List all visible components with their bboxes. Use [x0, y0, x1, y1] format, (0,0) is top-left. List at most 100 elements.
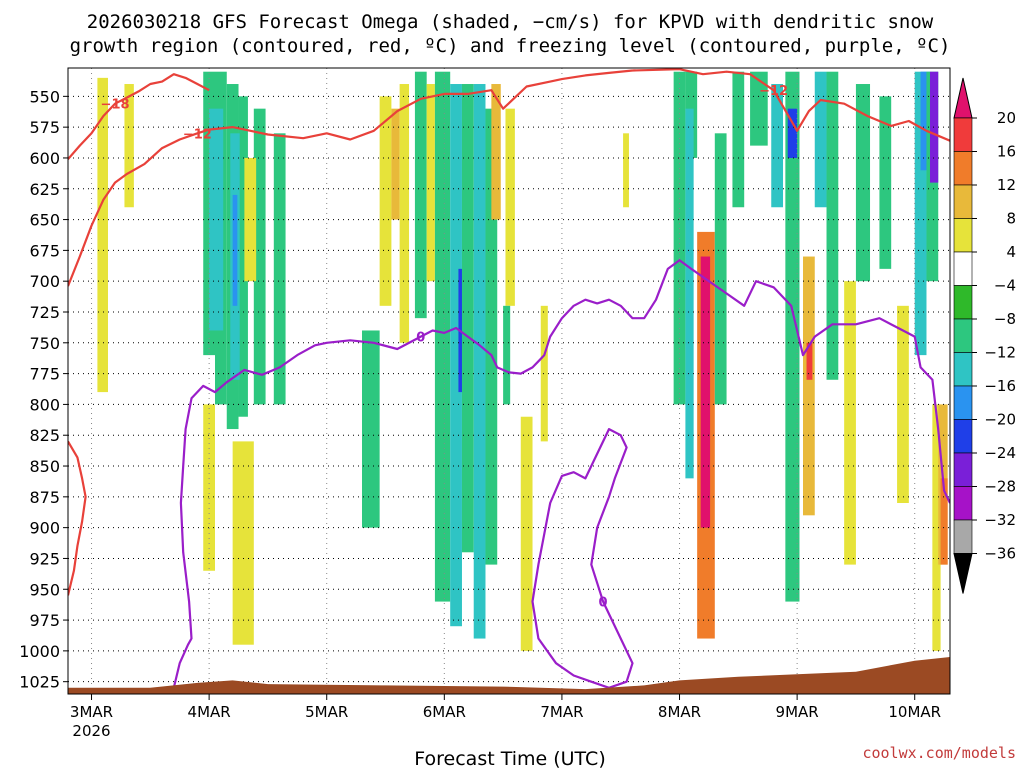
omega-cell-15	[391, 108, 400, 220]
omega-cell-16	[399, 84, 410, 343]
y-tick-label-750: 750	[29, 334, 60, 353]
omega-cell-6	[209, 108, 224, 331]
omega-cell-14	[379, 96, 392, 306]
colorbar-swatch-5	[953, 251, 973, 286]
freezing-contour-label-0: 0	[416, 331, 425, 346]
gridlines	[68, 68, 950, 694]
omega-cell-9	[253, 108, 266, 405]
colorbar-swatch-6	[953, 285, 973, 320]
omega-cell-46	[826, 71, 839, 380]
omega-cell-45	[814, 71, 827, 208]
omega-cell-38	[732, 71, 745, 208]
colorbar-swatch-7	[953, 318, 973, 353]
y-tick-label-1025: 1025	[19, 673, 60, 692]
x-tick-label-3MAR: 3MAR	[70, 703, 113, 721]
x-tick-label-6MAR: 6MAR	[423, 703, 466, 721]
omega-cell-30	[540, 305, 548, 442]
omega-cell-28	[503, 305, 511, 405]
colorbar: 20 16 12 8 4 −4 −8 −12 −16 −20 −24 −28 −32 −36	[953, 77, 1016, 594]
omega-cell-54	[930, 71, 939, 183]
omega-cell-8	[232, 194, 238, 306]
colorbar-label-0: 20	[997, 109, 1016, 127]
omega-cell-20	[450, 84, 462, 627]
omega-cell-43	[803, 256, 815, 516]
dgz-contour-3	[68, 440, 87, 596]
x-tick-label-8MAR: 8MAR	[658, 703, 701, 721]
colorbar-swatch-4	[953, 218, 973, 253]
y-tick-label-575: 575	[29, 118, 60, 137]
omega-cell-31	[623, 133, 629, 208]
chart-title-line-1: 2026030218 GFS Forecast Omega (shaded, −…	[87, 11, 934, 33]
y-tick-label-725: 725	[29, 303, 60, 322]
dgz-contour-label-1: −12	[183, 127, 212, 142]
omega-cell-44	[806, 342, 813, 380]
omega-cell-24	[485, 108, 498, 565]
omega-cell-47	[844, 281, 856, 565]
colorbar-label-6: −8	[994, 310, 1016, 328]
omega-cell-52	[920, 71, 931, 171]
omega-cell-17	[414, 71, 427, 319]
terrain-fill	[68, 657, 950, 694]
omega-cell-37	[714, 133, 727, 405]
omega-cell-57	[940, 478, 948, 565]
colorbar-swatch-2	[953, 151, 973, 186]
colorbar-label-2: 12	[997, 176, 1016, 194]
x-tick-sublabel-3MAR: 2026	[72, 722, 110, 740]
colorbar-label-8: −16	[984, 377, 1016, 395]
omega-cell-5	[238, 96, 248, 417]
omega-cell-0	[97, 77, 108, 393]
credit-text: coolwx.com/models	[862, 744, 1016, 762]
chart-title-line-2: growth region (contoured, red, ºC) and f…	[70, 35, 951, 57]
dgz-contour-2	[632, 68, 950, 142]
omega-cell-41	[785, 71, 800, 602]
colorbar-swatch-8	[953, 352, 973, 387]
plot-frame	[67, 67, 951, 695]
dgz-contour-1	[68, 69, 633, 287]
y-tick-label-775: 775	[29, 365, 60, 384]
x-tick-label-9MAR: 9MAR	[776, 703, 819, 721]
colorbar-top-arrow	[953, 77, 973, 119]
colorbar-swatch-11	[953, 452, 973, 487]
colorbar-label-4: 4	[1006, 243, 1016, 261]
y-axis-ticks: 550 575 600 625 650 675 700 725 750 775 800 825 850 8…	[19, 87, 68, 692]
omega-cell-25	[491, 84, 501, 220]
x-tick-label-7MAR: 7MAR	[540, 703, 583, 721]
omega-cell-22	[461, 84, 474, 553]
colorbar-label-7: −12	[984, 344, 1016, 362]
omega-cell-12	[203, 404, 215, 571]
omega-cell-1	[124, 84, 134, 208]
omega-cell-55	[932, 404, 941, 651]
omega-shading-layer	[97, 71, 948, 651]
x-tick-label-4MAR: 4MAR	[188, 703, 231, 721]
y-tick-label-925: 925	[29, 549, 60, 568]
y-tick-label-950: 950	[29, 580, 60, 599]
dgz-contour-label-0: −18	[101, 98, 130, 113]
colorbar-label-1: 16	[997, 143, 1016, 161]
y-tick-label-700: 700	[29, 272, 60, 291]
omega-cell-51	[914, 71, 927, 356]
y-tick-label-800: 800	[29, 395, 60, 414]
dgz-contour-0	[68, 73, 210, 160]
omega-cell-27	[505, 108, 515, 306]
omega-cell-13	[232, 441, 254, 645]
colorbar-swatch-10	[953, 419, 973, 454]
dgz-contour-label-2: −12	[759, 84, 788, 99]
colorbar-label-12: −32	[984, 511, 1016, 529]
colorbar-swatch-1	[953, 117, 973, 152]
y-tick-label-850: 850	[29, 457, 60, 476]
colorbar-label-3: 8	[1006, 210, 1016, 228]
y-tick-label-550: 550	[29, 87, 60, 106]
y-tick-label-625: 625	[29, 180, 60, 199]
omega-cell-26	[362, 330, 380, 528]
omega-cell-11	[244, 157, 257, 282]
colorbar-label-13: −36	[984, 545, 1016, 563]
x-tick-label-10MAR: 10MAR	[888, 703, 941, 721]
colorbar-label-10: −24	[984, 444, 1016, 462]
dgz-contours: −18 −12 −12	[68, 68, 950, 596]
colorbar-swatch-3	[953, 184, 973, 219]
y-tick-label-875: 875	[29, 488, 60, 507]
omega-cell-19	[434, 71, 451, 602]
omega-cell-29	[520, 416, 533, 651]
